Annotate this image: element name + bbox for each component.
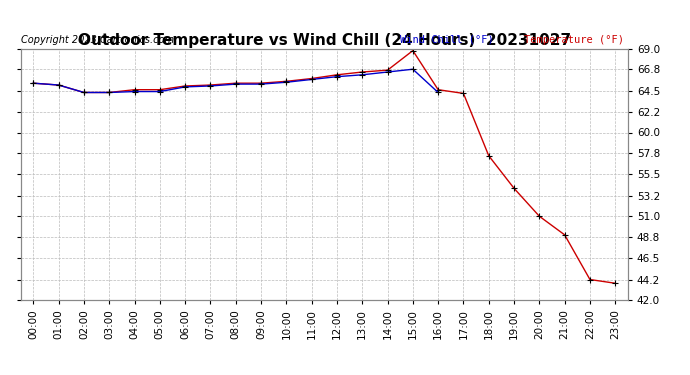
Text: Temperature (°F): Temperature (°F) — [524, 35, 624, 45]
Text: Copyright 2023 Cartronics.com: Copyright 2023 Cartronics.com — [21, 35, 174, 45]
Text: Wind Chill (°F): Wind Chill (°F) — [400, 35, 494, 45]
Title: Outdoor Temperature vs Wind Chill (24 Hours)  20231027: Outdoor Temperature vs Wind Chill (24 Ho… — [78, 33, 571, 48]
